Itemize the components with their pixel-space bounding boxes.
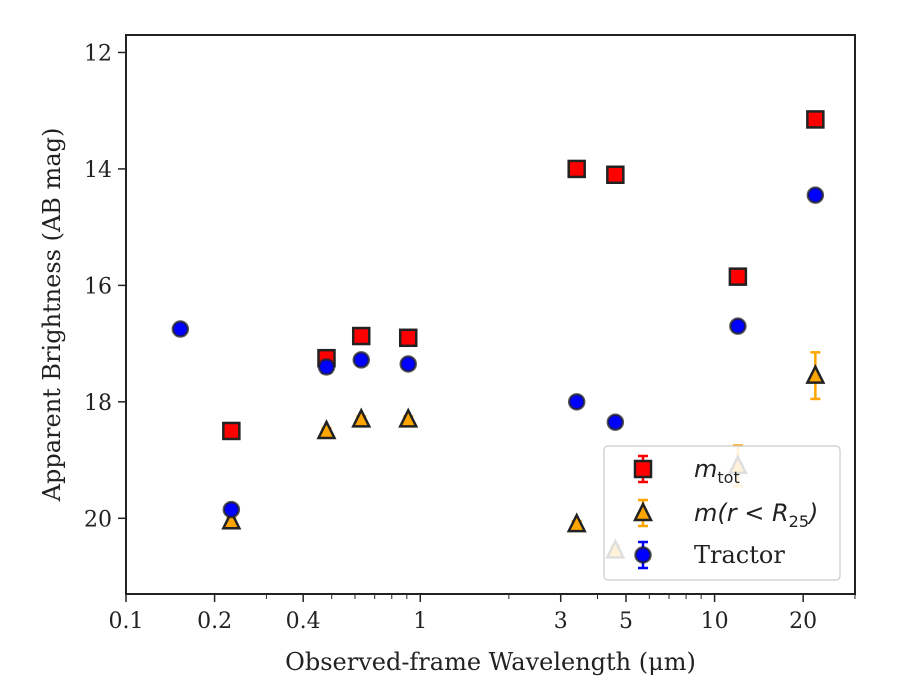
y-tick-label: 20 xyxy=(84,507,112,532)
x-axis-label: Observed-frame Wavelength (μm) xyxy=(285,648,696,676)
x-tick-label: 3 xyxy=(554,609,568,634)
legend-label: Tractor xyxy=(694,541,785,569)
legend-marker xyxy=(633,459,653,479)
data-point-triangle xyxy=(351,407,372,428)
plot-area xyxy=(125,34,856,595)
data-point-square xyxy=(728,267,748,286)
data-point-triangle xyxy=(805,363,826,384)
series-3 xyxy=(171,186,825,519)
axes: 0.1 0.2 0.4 1 3 5 10 20 12 14 16 18 20 xyxy=(84,41,856,634)
y-tick-label: 18 xyxy=(84,391,112,416)
data-point-square xyxy=(606,165,625,184)
legend-label: m(r < R25) xyxy=(694,499,818,531)
y-tick-label: 16 xyxy=(84,274,112,299)
data-point-triangle xyxy=(221,509,242,530)
plot-frame xyxy=(125,34,856,595)
x-tick-label: 0.2 xyxy=(197,609,232,634)
legend-box xyxy=(603,445,841,581)
data-point-circle xyxy=(729,317,747,335)
data-point-square xyxy=(567,159,586,179)
data-point-circle xyxy=(171,320,190,338)
data-point-circle xyxy=(317,358,336,376)
data-point-triangle xyxy=(398,407,419,428)
x-tick-label: 10 xyxy=(701,609,729,634)
data-point-circle xyxy=(806,186,825,204)
data-point-circle xyxy=(606,413,625,431)
data-point-square xyxy=(222,421,241,441)
y-axis-label: Apparent Brightness (AB mag) xyxy=(38,128,66,503)
x-tick-label: 20 xyxy=(789,609,817,634)
x-tick-label: 0.1 xyxy=(109,609,144,634)
data-point-circle xyxy=(222,500,241,519)
x-tick-label: 5 xyxy=(619,609,633,634)
y-tick-label: 12 xyxy=(84,41,112,66)
series-1 xyxy=(222,110,825,441)
legend: mtot m(r < R25) Tractor xyxy=(603,445,841,581)
x-tick-label: 1 xyxy=(413,609,427,634)
data-point-circle xyxy=(567,393,586,411)
y-tick-label: 14 xyxy=(84,158,112,183)
data-point-triangle xyxy=(566,512,587,533)
data-point-circle xyxy=(399,355,417,373)
x-tick-label: 0.4 xyxy=(286,609,321,634)
legend-marker xyxy=(632,501,654,522)
data-point-square xyxy=(806,110,825,129)
legend-label: mtot xyxy=(694,455,740,487)
data-point-square xyxy=(351,326,371,346)
data-point-square xyxy=(398,328,418,348)
legend-marker xyxy=(634,546,652,564)
data-point-circle xyxy=(352,351,370,369)
data-point-triangle xyxy=(316,419,337,440)
